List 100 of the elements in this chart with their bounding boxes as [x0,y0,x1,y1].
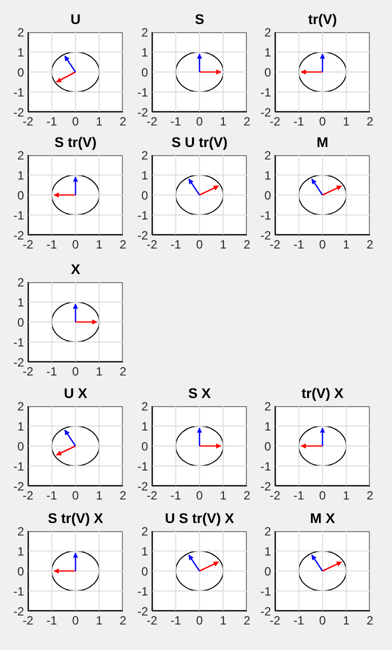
y-tick-label: 0 [141,188,148,202]
y-tick-label: 0 [264,65,272,80]
y-tick-label: 2 [264,524,272,538]
chart-title: M X [309,510,336,526]
y-tick-label: 2 [141,399,148,414]
x-tick-label: 1 [96,364,103,379]
x-tick-label: 1 [342,114,350,129]
y-tick-label: 1 [264,419,272,434]
y-tick-label: 2 [141,148,148,162]
x-tick-label: 0 [72,364,80,379]
x-tick-label: 2 [120,114,127,129]
y-tick-label: 0 [141,65,148,80]
x-tick-label: 0 [72,238,80,252]
y-tick-label: -1 [13,208,24,222]
x-tick-label: 0 [72,488,80,503]
x-tick-label: 0 [72,614,80,628]
chart-title: S X [187,385,212,401]
x-tick-label: -1 [46,364,58,379]
x-tick-label: 2 [366,114,374,129]
y-tick-label: -1 [137,459,148,474]
chart-title: U S tr(V) X [164,510,236,526]
y-tick-label: -1 [137,85,148,100]
x-tick-label: 0 [319,488,326,503]
y-tick-label: -2 [13,604,24,618]
y-tick-label: -2 [13,479,24,494]
x-tick-label: -1 [46,114,58,129]
y-tick-label: 1 [264,544,272,558]
y-tick-label: 2 [264,25,272,40]
y-tick-label: -2 [13,105,24,120]
y-tick-label: -1 [137,208,148,222]
x-tick-label: -1 [170,488,182,503]
x-tick-label: -1 [293,114,304,129]
x-tick-label: 1 [342,614,350,628]
x-tick-label: 1 [96,114,103,129]
y-tick-label: 0 [264,439,272,454]
y-tick-label: 2 [141,524,148,538]
y-tick-label: 0 [17,439,24,454]
y-tick-label: 0 [17,65,24,80]
x-tick-label: -1 [46,238,58,252]
y-tick-label: 2 [17,148,24,162]
y-tick-label: 2 [141,25,148,40]
x-tick-label: 2 [120,488,127,503]
y-tick-label: 2 [264,399,272,414]
y-tick-label: -1 [260,85,272,100]
y-tick-label: -2 [260,479,272,494]
y-tick-label: 1 [17,295,24,310]
x-tick-label: 0 [319,114,326,129]
x-tick-label: 0 [319,238,326,252]
y-tick-label: 2 [17,524,24,538]
x-tick-label: 0 [196,614,204,628]
x-tick-label: -1 [293,488,304,503]
y-tick-label: 0 [141,564,148,578]
chart-title: tr(V) X [300,385,344,401]
y-tick-label: 1 [17,544,24,558]
x-tick-label: -1 [46,488,58,503]
y-tick-label: -1 [13,584,24,598]
x-tick-label: -1 [293,614,304,628]
x-tick-label: 1 [220,614,227,628]
chart-title: tr(V) [307,11,338,27]
y-tick-label: 0 [264,564,272,578]
x-tick-label: 1 [220,488,227,503]
x-tick-label: 1 [220,238,227,252]
chart-title: S tr(V) [54,134,98,150]
y-tick-label: 1 [17,168,24,182]
y-tick-label: -2 [13,355,24,370]
y-tick-label: 1 [264,45,272,60]
y-tick-label: 1 [141,45,148,60]
chart-title: U X [62,385,88,401]
chart-title: S U tr(V) [170,134,228,150]
chart-title: X [70,261,82,277]
x-tick-label: 2 [120,238,127,252]
x-tick-label: -1 [170,238,182,252]
y-tick-label: 1 [264,168,272,182]
y-tick-label: 1 [17,45,24,60]
x-tick-label: 1 [342,238,350,252]
x-tick-label: 0 [319,614,326,628]
y-tick-label: 2 [17,275,24,290]
y-tick-label: -1 [260,459,272,474]
y-tick-label: 2 [264,148,272,162]
y-tick-label: -2 [137,228,148,242]
chart-title: M [316,134,330,150]
y-tick-label: -1 [137,584,148,598]
y-tick-label: -1 [13,85,24,100]
x-tick-label: 2 [120,614,127,628]
y-tick-label: -2 [13,228,24,242]
x-tick-label: 1 [96,488,103,503]
y-tick-label: 0 [264,188,272,202]
x-tick-label: -1 [170,614,182,628]
y-tick-label: -1 [13,335,24,350]
y-tick-label: 0 [17,564,24,578]
x-tick-label: 0 [196,238,204,252]
y-tick-label: 0 [141,439,148,454]
chart-title: S tr(V) X [46,510,104,526]
y-tick-label: 1 [141,419,148,434]
x-tick-label: -1 [293,238,304,252]
y-tick-label: 0 [17,315,24,330]
x-tick-label: 2 [244,614,251,628]
x-tick-label: 0 [196,488,204,503]
y-tick-label: -1 [260,584,272,598]
x-tick-label: 0 [196,114,204,129]
